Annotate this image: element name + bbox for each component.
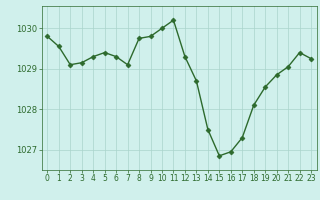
Text: Graphe pression niveau de la mer (hPa): Graphe pression niveau de la mer (hPa) (48, 181, 272, 191)
